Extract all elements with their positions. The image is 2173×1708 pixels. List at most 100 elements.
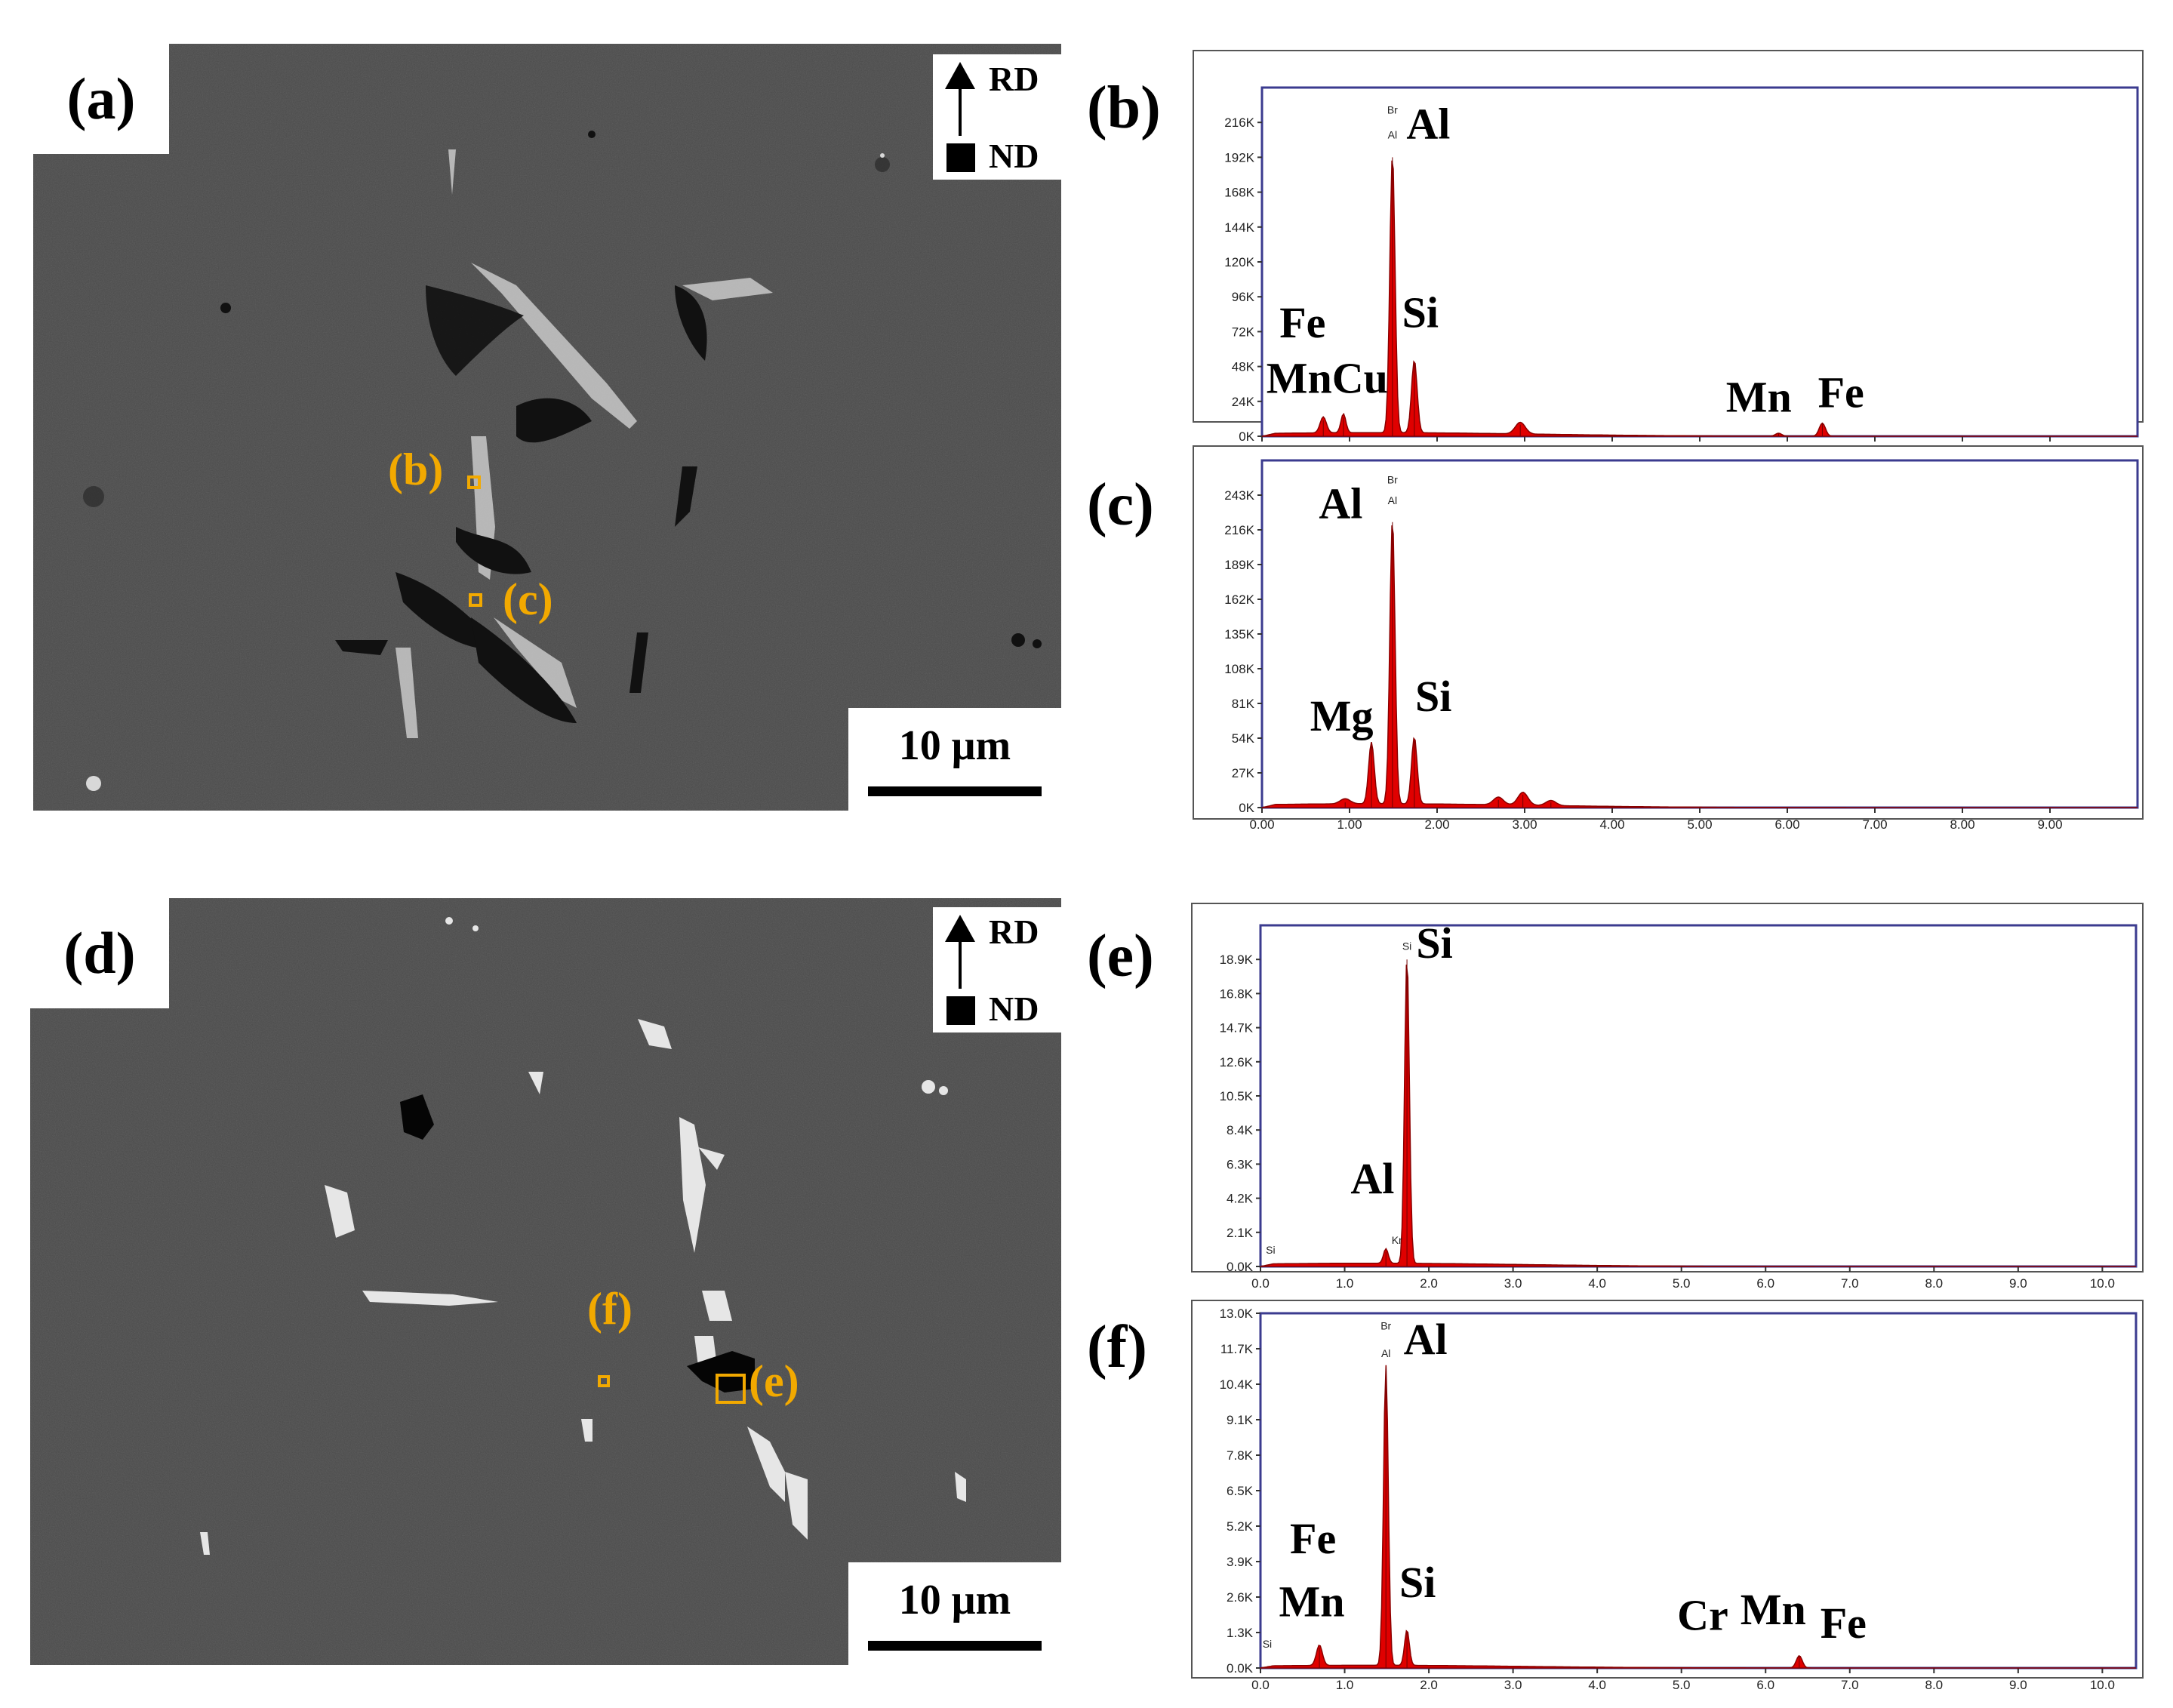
scale-bar-d: 10 μm (848, 1562, 1061, 1665)
x-tick-label: 8.00 (1950, 817, 1974, 832)
element-label: Fe (1821, 1599, 1867, 1648)
spectrum-area (1261, 525, 2138, 808)
x-tick-label: 4.0 (1588, 1678, 1606, 1692)
roi-box-e (716, 1374, 746, 1404)
y-tick-label: 120K (1224, 255, 1254, 269)
y-tick-label: 2.6K (1227, 1590, 1254, 1605)
y-tick-label: 6.5K (1227, 1484, 1254, 1498)
x-tick-label: 10.0 (2090, 1678, 2115, 1692)
y-tick-label: 11.7K (1220, 1342, 1254, 1356)
x-tick-label: 9.0 (2009, 1678, 2027, 1692)
y-tick-label: 24K (1232, 395, 1255, 409)
arrow-up-icon (945, 915, 975, 942)
scale-bar-label: 10 μm (898, 1577, 1011, 1623)
x-tick-label: 7.00 (1862, 817, 1887, 832)
tiny-peak-label: Br (1380, 1320, 1391, 1332)
sem-image-d: (f) (e) (30, 898, 1061, 1665)
y-tick-label: 10.4K (1220, 1377, 1254, 1392)
y-tick-label: 14.7K (1220, 1021, 1254, 1036)
roi-label-f: (f) (587, 1284, 633, 1334)
roi-label-c: (c) (503, 574, 553, 624)
y-tick-label: 27K (1232, 766, 1255, 780)
y-tick-label: 4.2K (1227, 1192, 1254, 1206)
y-tick-label: 13.0K (1220, 1306, 1254, 1321)
x-tick-label: 3.0 (1504, 1276, 1522, 1291)
x-tick-label: 9.00 (2037, 817, 2062, 832)
arrow-stem (959, 940, 962, 989)
y-tick-label: 243K (1224, 488, 1254, 503)
orientation-key-a: RD ND (933, 54, 1061, 180)
y-tick-label: 8.4K (1227, 1123, 1254, 1137)
y-tick-label: 216K (1224, 523, 1254, 537)
element-label: Mn (1279, 1577, 1345, 1626)
y-tick-label: 9.1K (1227, 1413, 1254, 1427)
scale-bar-line (868, 786, 1042, 796)
tiny-peak-label: Kr (1392, 1234, 1402, 1246)
x-tick-label: 5.00 (1687, 817, 1712, 832)
y-tick-label: 135K (1224, 627, 1254, 642)
y-tick-label: 2.1K (1227, 1226, 1254, 1240)
tiny-peak-label: Si (1263, 1638, 1272, 1650)
panel-label-b: (b) (1087, 75, 1161, 141)
y-tick-label: 81K (1232, 697, 1255, 711)
y-tick-label: 1.3K (1227, 1626, 1254, 1640)
tiny-peak-label: Al (1388, 128, 1397, 140)
tiny-peak-label: Br (1387, 104, 1398, 116)
x-tick-label: 7.0 (1841, 1276, 1859, 1291)
element-label: Al (1406, 99, 1450, 148)
x-tick-label: 2.00 (1424, 817, 1449, 832)
element-label: Al (1319, 479, 1362, 528)
x-tick-label: 5.0 (1673, 1678, 1691, 1692)
roi-box-f (598, 1375, 610, 1387)
element-label: Cr (1677, 1590, 1728, 1639)
x-tick-label: 3.0 (1504, 1678, 1522, 1692)
roi-box-c (469, 593, 482, 607)
roi-label-b: (b) (388, 445, 444, 494)
spectrum-svg: 0K 27K 54K 81K 108K 135K 162K 189K 216K 243K 0.00 1… (1193, 445, 2144, 832)
x-tick-label: 2.0 (1420, 1276, 1438, 1291)
x-tick-label: 5.0 (1673, 1276, 1691, 1291)
y-tick-label: 0K (1239, 801, 1254, 815)
plot-area (1260, 459, 2139, 809)
y-tick-label: 162K (1224, 592, 1254, 607)
y-tick-label: 192K (1224, 150, 1254, 165)
y-tick-label: 12.6K (1220, 1055, 1254, 1069)
y-tick-label: 6.3K (1227, 1157, 1254, 1171)
roi-label-e: (e) (749, 1356, 799, 1406)
element-label: Si (1402, 288, 1439, 337)
element-label: Al (1350, 1154, 1394, 1203)
panel-label-d: (d) (30, 898, 169, 1008)
eds-spectrum-f: 0.0K 1.3K 2.6K 3.9K 5.2K 6.5K 7.8K 9.1K 10.4K 11.… (1191, 1300, 2144, 1692)
y-tick-label: 3.9K (1227, 1555, 1254, 1569)
spectrum-svg: 0.0K 1.3K 2.6K 3.9K 5.2K 6.5K 7.8K 9.1K 10.4K 11.… (1191, 1300, 2144, 1692)
element-label: Si (1416, 919, 1452, 968)
y-tick-label: 7.8K (1227, 1448, 1254, 1463)
y-tick-label: 216K (1224, 115, 1254, 130)
x-tick-label: 1.0 (1336, 1276, 1354, 1291)
x-tick-label: 0.0 (1251, 1276, 1270, 1291)
plot-area (1259, 1312, 2138, 1670)
spectrum-svg: 0.0K 2.1K 4.2K 6.3K 8.4K 10.5K 12.6K 14.7K 16.8K… (1191, 903, 2144, 1291)
x-tick-label: 6.00 (1774, 817, 1799, 832)
x-tick-label: 3.00 (1512, 817, 1537, 832)
element-label: Si (1399, 1558, 1436, 1607)
tiny-peak-label: Al (1388, 494, 1397, 506)
y-tick-label: 54K (1232, 731, 1255, 746)
y-tick-label: 72K (1232, 325, 1255, 339)
axis-label-rd: RD (989, 912, 1039, 951)
sem-microstructure-a (33, 44, 1061, 811)
element-label: Fe (1279, 298, 1325, 347)
y-tick-label: 189K (1224, 558, 1254, 572)
square-icon (946, 996, 975, 1025)
y-tick-label: 168K (1224, 186, 1254, 200)
eds-spectrum-e: 0.0K 2.1K 4.2K 6.3K 8.4K 10.5K 12.6K 14.7K 16.8K… (1191, 903, 2144, 1291)
element-label: Si (1415, 672, 1451, 721)
x-tick-label: 6.0 (1756, 1678, 1774, 1692)
x-tick-label: 2.0 (1420, 1678, 1438, 1692)
sem-microstructure-d (30, 898, 1061, 1665)
panel-label-e: (e) (1087, 923, 1154, 989)
y-tick-label: 0.0K (1227, 1661, 1254, 1676)
x-tick-label: 0.00 (1249, 817, 1274, 832)
arrow-stem (959, 88, 962, 136)
tiny-peak-label: Si (1402, 940, 1411, 952)
